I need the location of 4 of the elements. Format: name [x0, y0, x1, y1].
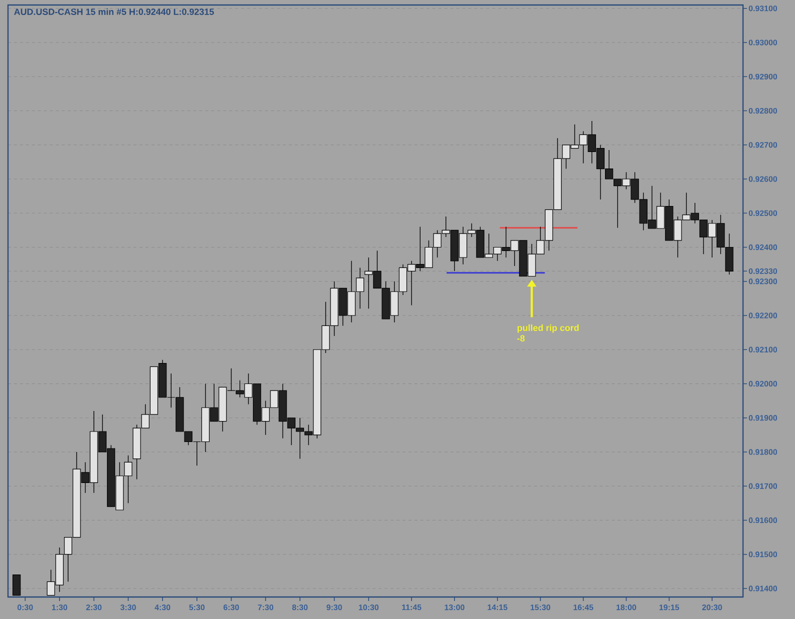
candlestick	[12, 574, 21, 596]
annotation: -8	[517, 335, 525, 342]
chart-title: AUD.USD-CASH 15 min #5 H:0.92440 L:0.92315	[14, 8, 214, 15]
annotation: pulled rip cord	[518, 324, 579, 333]
